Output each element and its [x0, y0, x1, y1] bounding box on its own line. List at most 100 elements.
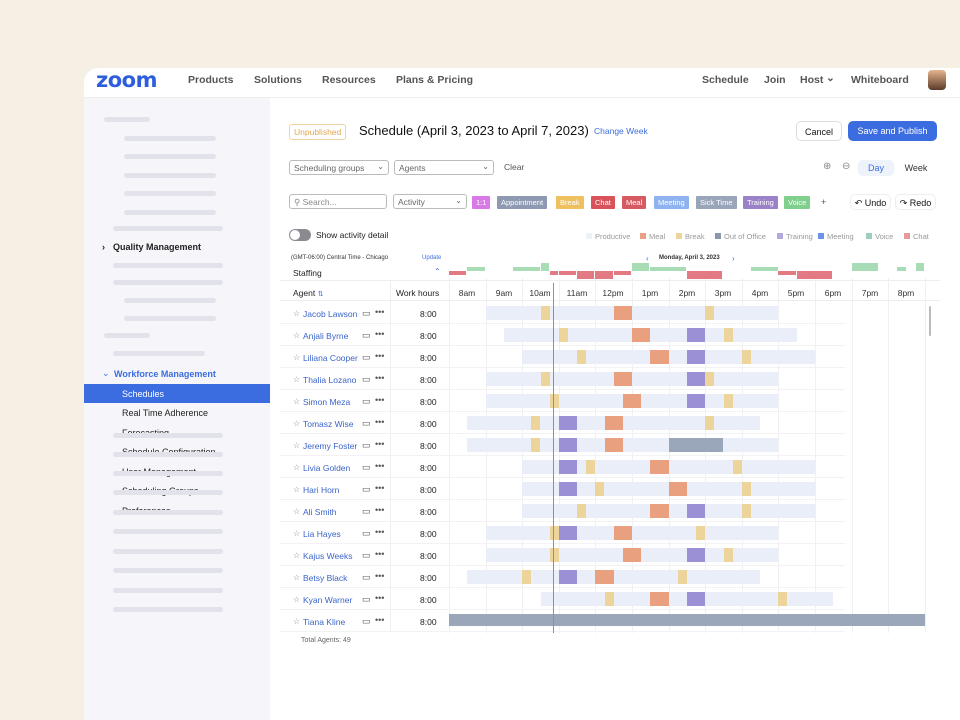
sidebar-item-workforce-management[interactable]: Workforce Management	[114, 369, 216, 379]
schedule-block-training[interactable]	[686, 328, 706, 342]
schedule-block-break[interactable]	[549, 394, 559, 408]
more-options-icon[interactable]: •••	[375, 571, 385, 581]
schedule-block-break[interactable]	[577, 350, 587, 364]
schedule-block-training[interactable]	[686, 548, 706, 562]
more-options-icon[interactable]: •••	[375, 549, 385, 559]
more-options-icon[interactable]: •••	[375, 373, 385, 383]
star-icon[interactable]: ☆	[293, 507, 301, 516]
agent-name-link[interactable]: Jeremy Foster	[303, 441, 358, 451]
schedule-block-break[interactable]	[540, 372, 550, 386]
activity-chip-voice[interactable]: Voice	[784, 196, 811, 209]
chat-icon[interactable]: ▭	[362, 396, 371, 406]
agent-name-link[interactable]: Betsy Black	[303, 573, 348, 583]
agent-name-link[interactable]: Lia Hayes	[303, 529, 341, 539]
schedule-block-meal[interactable]	[650, 504, 669, 518]
nav-plans-pricing[interactable]: Plans & Pricing	[396, 74, 474, 86]
schedule-block-break[interactable]	[696, 526, 706, 540]
schedule-block-training[interactable]	[686, 504, 706, 518]
activity-chip-meal[interactable]: Meal	[622, 196, 647, 209]
add-activity-button[interactable]: +	[821, 197, 827, 207]
star-icon[interactable]: ☆	[293, 551, 301, 560]
nav-products[interactable]: Products	[188, 74, 234, 86]
agent-name-link[interactable]: Anjali Byrne	[303, 331, 349, 341]
schedule-block-break[interactable]	[531, 438, 541, 452]
chat-icon[interactable]: ▭	[362, 330, 371, 340]
schedule-block-break[interactable]	[732, 460, 742, 474]
schedule-block-training[interactable]	[686, 394, 706, 408]
schedule-block-break[interactable]	[723, 328, 733, 342]
agent-name-link[interactable]: Simon Meza	[303, 397, 351, 407]
schedule-block-out-of-office[interactable]	[668, 438, 724, 452]
schedule-block-training[interactable]	[686, 592, 706, 606]
activity-chip-break[interactable]: Break	[556, 196, 584, 209]
more-options-icon[interactable]: •••	[375, 593, 385, 603]
save-and-publish-button[interactable]: Save and Publish	[848, 121, 937, 141]
star-icon[interactable]: ☆	[293, 353, 301, 362]
schedule-block-break[interactable]	[778, 592, 788, 606]
sort-icon[interactable]: ⇅	[317, 291, 324, 298]
chat-icon[interactable]: ▭	[362, 374, 371, 384]
star-icon[interactable]: ☆	[293, 617, 301, 626]
activity-chip-appointment[interactable]: Appointment	[497, 196, 548, 209]
star-icon[interactable]: ☆	[293, 375, 301, 384]
sidebar-item-quality-management[interactable]: Quality Management	[113, 242, 202, 252]
schedule-block-break[interactable]	[595, 482, 605, 496]
chat-icon[interactable]: ▭	[362, 528, 371, 538]
activity-chip-chat[interactable]: Chat	[591, 196, 615, 209]
star-icon[interactable]: ☆	[293, 309, 301, 318]
schedule-block-meal[interactable]	[613, 372, 632, 386]
agents-select[interactable]: Agents ⌄	[394, 160, 494, 175]
schedule-block-break[interactable]	[531, 416, 541, 430]
schedule-block-training[interactable]	[558, 482, 578, 496]
schedule-block-productive[interactable]	[467, 570, 761, 584]
chat-icon[interactable]: ▭	[362, 308, 371, 318]
chat-icon[interactable]: ▭	[362, 616, 371, 626]
more-options-icon[interactable]: •••	[375, 351, 385, 361]
chat-icon[interactable]: ▭	[362, 462, 371, 472]
chat-icon[interactable]: ▭	[362, 440, 371, 450]
schedule-block-break[interactable]	[586, 460, 596, 474]
activity-chip-sick-time[interactable]: Sick Time	[696, 196, 737, 209]
star-icon[interactable]: ☆	[293, 573, 301, 582]
week-view-tab[interactable]: Week	[904, 163, 928, 173]
activity-chip-1-1[interactable]: 1:1	[472, 196, 491, 209]
schedule-block-break[interactable]	[723, 548, 733, 562]
chat-icon[interactable]: ▭	[362, 484, 371, 494]
more-options-icon[interactable]: •••	[375, 461, 385, 471]
agent-column-header[interactable]: Agent ⇅	[293, 288, 323, 298]
collapse-staffing-icon[interactable]: ⌃	[434, 267, 441, 276]
schedule-block-productive[interactable]	[467, 438, 779, 452]
zoom-logo[interactable]: zoom	[96, 68, 157, 92]
schedule-block-break[interactable]	[522, 570, 532, 584]
star-icon[interactable]: ☆	[293, 485, 301, 494]
undo-button[interactable]: ↶ Undo	[850, 194, 891, 210]
star-icon[interactable]: ☆	[293, 595, 301, 604]
schedule-block-training[interactable]	[686, 350, 706, 364]
agent-name-link[interactable]: Jacob Lawson	[303, 309, 358, 319]
agent-name-link[interactable]: Hari Horn	[303, 485, 340, 495]
nav-schedule[interactable]: Schedule	[702, 74, 749, 86]
star-icon[interactable]: ☆	[293, 463, 301, 472]
chat-icon[interactable]: ▭	[362, 572, 371, 582]
schedule-block-break[interactable]	[741, 504, 751, 518]
prev-day-button[interactable]: ‹	[646, 254, 649, 263]
nav-join[interactable]: Join	[764, 74, 786, 86]
scheduling-groups-select[interactable]: Scheduling groups ⌄	[289, 160, 389, 175]
avatar[interactable]	[928, 70, 946, 90]
schedule-block-break[interactable]	[549, 526, 559, 540]
schedule-block-training[interactable]	[686, 372, 706, 386]
schedule-block-meal[interactable]	[632, 328, 651, 342]
schedule-block-break[interactable]	[741, 350, 751, 364]
schedule-block-meal[interactable]	[650, 460, 669, 474]
more-options-icon[interactable]: •••	[375, 439, 385, 449]
schedule-block-break[interactable]	[705, 306, 715, 320]
change-week-link[interactable]: Change Week	[594, 126, 648, 136]
schedule-block-training[interactable]	[558, 570, 578, 584]
schedule-block-meal[interactable]	[668, 482, 687, 496]
sidebar-item-real-time-adherence[interactable]: Real Time Adherence	[122, 408, 209, 418]
schedule-block-meal[interactable]	[622, 548, 642, 562]
chat-icon[interactable]: ▭	[362, 352, 371, 362]
agent-name-link[interactable]: Kyan Warner	[303, 595, 353, 605]
schedule-block-break[interactable]	[705, 372, 715, 386]
schedule-block-break[interactable]	[723, 394, 733, 408]
